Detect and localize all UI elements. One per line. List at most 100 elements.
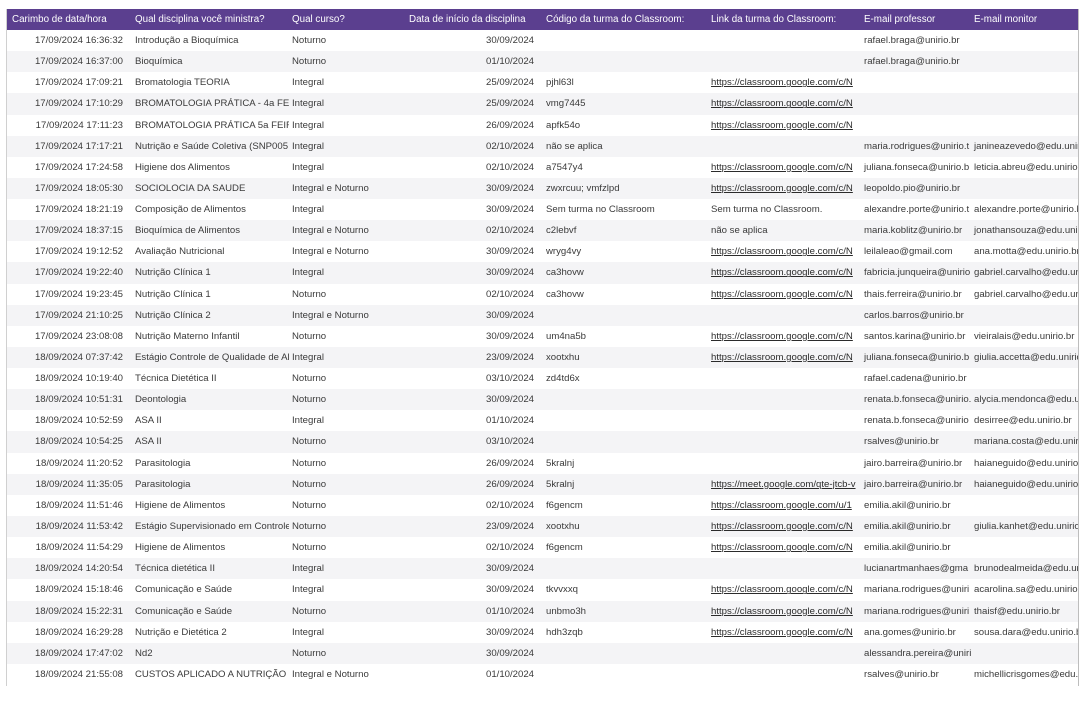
table-cell: 17/09/2024 17:24:58 (34, 161, 123, 173)
table-cell: 18/09/2024 11:35:05 (35, 478, 123, 490)
table-cell: ana.gomes@unirio.br (864, 626, 956, 638)
table-cell: haianeguido@edu.unirio. (974, 457, 1078, 469)
table-cell: haianeguido@edu.unirio. (974, 478, 1078, 490)
table-cell: 30/09/2024 (485, 563, 534, 575)
table-cell: Noturno (292, 373, 327, 385)
table-cell: Integral (292, 267, 324, 279)
table-cell: Noturno (292, 330, 327, 342)
table-row: 18/09/2024 14:20:54 Técnica dietética II I… (7, 558, 1078, 580)
link-cell: https://classroom.google.com/c/N (711, 605, 853, 617)
table-row: 18/09/2024 11:54:29 Higiene de Alimentos N… (7, 537, 1078, 558)
table-cell: Parasitologia (135, 478, 191, 490)
table-row: 18/09/2024 11:53:42 Estágio Supervisionad… (7, 515, 1078, 538)
table-cell: Bioquímica (135, 56, 183, 68)
table-cell: alexandre.porte@unirio.t (864, 204, 970, 216)
table-row: 17/09/2024 18:21:19 Composição de Aliment… (7, 199, 1078, 220)
table-cell: 17/09/2024 17:10:29 (34, 98, 123, 110)
column-header: Carimbo de data/hora (12, 14, 107, 25)
table-cell: alycia.mendonca@edu.u (974, 394, 1078, 406)
table-cell: rsalves@unirio.br (864, 436, 939, 448)
table-cell: 25/09/2024 (485, 77, 534, 89)
table-cell: lucianartmanhaes@gma (864, 563, 969, 575)
table-cell: Estágio Supervisionado em Controle (135, 520, 289, 532)
table-cell: 30/09/2024 (485, 35, 534, 46)
table-cell: 18/09/2024 11:53:42 (35, 520, 123, 532)
table-cell: emilia.akil@unirio.br (864, 542, 951, 554)
table-cell: gabriel.carvalho@edu.un (974, 267, 1078, 279)
table-row: 17/09/2024 17:09:21 Bromatologia TEORIA In… (7, 72, 1078, 93)
table-cell: Nutrição e Dietética 2 (135, 626, 227, 638)
table-row: 18/09/2024 21:55:08 CUSTOS APLICADO A NUT… (7, 664, 1078, 685)
table-cell: Noturno (292, 56, 327, 68)
table-cell: vieiralais@edu.unirio.br (974, 330, 1075, 342)
table-cell: ASA II (135, 436, 162, 448)
table-cell: Sem turma no Classroom (546, 204, 655, 216)
table-cell: Integral (292, 351, 324, 363)
table-cell: 17/09/2024 17:11:23 (35, 119, 123, 131)
table-cell: rafael.braga@unirio.br (864, 35, 960, 46)
table-cell: 18/09/2024 17:47:02 (34, 647, 123, 659)
link-cell: https://meet.google.com/qte-jtcb-v (711, 478, 856, 490)
table-cell: ca3hovw (546, 267, 584, 279)
table-cell: juliana.fonseca@unirio.b (864, 351, 970, 363)
column-header: Data de início da disciplina (409, 14, 526, 25)
table-cell: 17/09/2024 19:12:52 (34, 246, 123, 258)
link-cell: https://classroom.google.com/c/N (711, 330, 853, 342)
table-cell: 17/09/2024 21:10:25 (34, 309, 123, 321)
table-cell: 30/09/2024 (485, 204, 534, 216)
table-cell: rafael.braga@unirio.br (864, 56, 960, 68)
table-cell: gabriel.carvalho@edu.un (974, 288, 1078, 300)
table-cell: 17/09/2024 17:17:21 (34, 140, 123, 152)
link-cell: https://classroom.google.com/c/N (711, 584, 853, 596)
table-cell: Integral (292, 119, 324, 131)
table-cell: Higiene de Alimentos (135, 542, 226, 554)
table-cell: ASA II (135, 415, 162, 427)
table-cell: juliana.fonseca@unirio.b (864, 161, 970, 173)
table-cell: mariana.rodrigues@uniri (864, 605, 970, 617)
table-row: 17/09/2024 23:08:08 Nutrição Materno Infa… (7, 326, 1078, 347)
table-cell: Integral e Noturno (292, 309, 369, 321)
link-cell: https://classroom.google.com/c/N (711, 161, 853, 173)
table-row: 18/09/2024 11:51:46 Higiene de Alimentos N… (7, 495, 1078, 516)
table-cell: thaisf@edu.unirio.br (974, 605, 1061, 617)
link-cell: https://classroom.google.com/c/N (711, 351, 853, 363)
table-cell: 30/09/2024 (485, 647, 534, 659)
table-cell: wryg4vy (546, 246, 582, 258)
table-cell: Nutrição Clínica 2 (135, 309, 211, 321)
table-cell: Noturno (292, 520, 327, 532)
table-cell: 18/09/2024 07:37:42 (34, 351, 123, 363)
table-cell: 18/09/2024 14:20:54 (34, 563, 123, 575)
table-cell: 26/09/2024 (485, 119, 534, 131)
table-row: 18/09/2024 11:20:52 Parasitologia Noturno 2… (7, 453, 1078, 474)
table-cell: 30/09/2024 (485, 267, 534, 279)
table-cell: a7547y4 (546, 161, 583, 173)
table-cell: 18/09/2024 11:54:29 (35, 542, 123, 554)
table-row: 17/09/2024 17:10:29 BROMATOLOGIA PRÁTICA … (7, 93, 1078, 115)
table-cell: Estágio Controle de Qualidade de Al (135, 351, 289, 363)
table-cell: Integral (292, 415, 324, 427)
table-cell: apfk54o (546, 119, 581, 131)
table-cell: Noturno (292, 394, 327, 406)
table-cell: giulia.kanhet@edu.unirio (974, 520, 1078, 532)
table-cell: zd4td6x (546, 373, 580, 385)
table-cell: 02/10/2024 (485, 161, 534, 173)
table-cell: 02/10/2024 (485, 499, 534, 511)
table-cell: michellicrisgomes@edu. (974, 668, 1078, 680)
table-cell: 30/09/2024 (485, 584, 534, 596)
table-cell: Higiene dos Alimentos (135, 161, 230, 173)
table-cell: SOCIOLOCIA DA SAUDE (135, 182, 246, 194)
table-cell: Integral (292, 161, 324, 173)
table-cell: santos.karina@unirio.br (864, 330, 966, 342)
link-cell: https://classroom.google.com/c/N (711, 246, 853, 258)
link-cell: https://classroom.google.com/c/N (711, 520, 853, 532)
table-row: 17/09/2024 19:23:45 Nutrição Clínica 1 Not… (7, 284, 1078, 305)
table-cell: hdh3zqb (546, 626, 583, 638)
table-cell: desirree@edu.unirio.br (974, 415, 1072, 427)
table-cell: Integral e Noturno (292, 182, 369, 194)
table-cell: 02/10/2024 (485, 140, 534, 152)
table-cell: leopoldo.pio@unirio.br (864, 182, 961, 194)
table-cell: zwxrcuu; vmfzlpd (546, 182, 620, 194)
link-cell: https://classroom.google.com/c/N (711, 542, 853, 554)
table-cell: Técnica dietética II (135, 563, 215, 575)
